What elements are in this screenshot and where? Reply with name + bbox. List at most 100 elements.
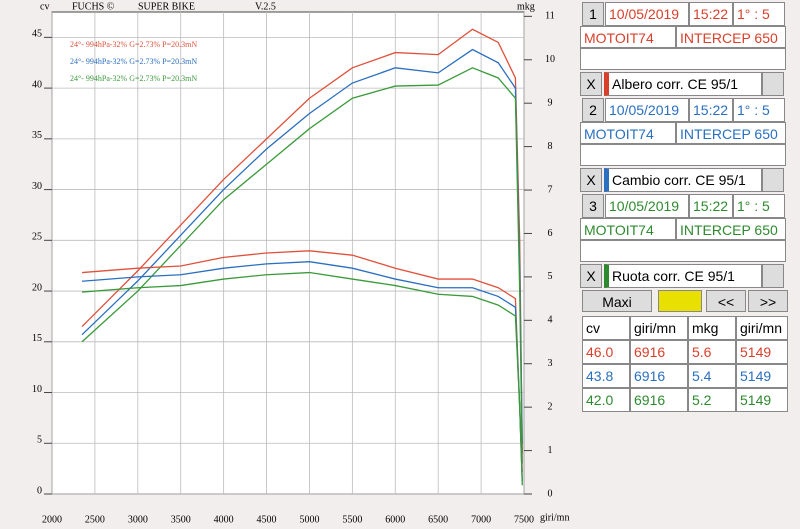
- x-tick-label: 5500: [342, 514, 362, 525]
- y2-tick-label: 5: [548, 271, 553, 282]
- y2-tick-label: 6: [548, 228, 553, 239]
- run-time: 15:22: [689, 194, 733, 218]
- run-bike: INTERCEP 650: [676, 218, 786, 240]
- x-tick-label: 6500: [428, 514, 448, 525]
- table-cell: 5.6: [688, 340, 736, 364]
- correction-select[interactable]: Cambio corr. CE 95/1: [604, 168, 762, 192]
- x-tick-label: 2000: [42, 514, 62, 525]
- close-button[interactable]: X: [580, 168, 602, 192]
- x-tick-label: 5000: [299, 514, 319, 525]
- x-tick-label: 4500: [257, 514, 277, 525]
- y-tick-label: 5: [37, 435, 42, 446]
- y2-tick-label: 10: [545, 54, 555, 65]
- series-line: [81, 28, 523, 454]
- run-ratio: 1° : 5: [733, 194, 785, 218]
- run-blank: [580, 48, 786, 70]
- dropdown-arrow[interactable]: [762, 168, 784, 192]
- x-tick-label: 3000: [128, 514, 148, 525]
- x-tick-label: 6000: [385, 514, 405, 525]
- table-cell: 5149: [736, 388, 788, 412]
- x-tick-label: 4000: [214, 514, 234, 525]
- run-time: 15:22: [689, 2, 733, 26]
- close-button[interactable]: X: [580, 264, 602, 288]
- maxi-button[interactable]: Maxi: [582, 290, 652, 312]
- run-bike: INTERCEP 650: [676, 122, 786, 144]
- header-text: FUCHS ©: [72, 1, 115, 12]
- y2-tick-label: 4: [548, 315, 553, 326]
- run-number[interactable]: 3: [582, 194, 604, 218]
- series-line: [81, 67, 523, 464]
- header-text: SUPER BIKE: [138, 1, 195, 12]
- y-tick-label: 45: [32, 29, 42, 40]
- table-cell: 43.8: [582, 364, 630, 388]
- header-text: cv: [40, 1, 49, 12]
- x-tick-label: 7500: [514, 514, 534, 525]
- x-tick-label: 7000: [471, 514, 491, 525]
- correction-select[interactable]: Ruota corr. CE 95/1: [604, 264, 762, 288]
- run-date: 10/05/2019: [605, 194, 689, 218]
- table-cell: 5.4: [688, 364, 736, 388]
- table-cell: 6916: [630, 388, 688, 412]
- y2-tick-label: 7: [548, 184, 553, 195]
- y2-tick-label: 1: [548, 445, 553, 456]
- y2-tick-label: 3: [548, 358, 553, 369]
- table-cell: 5.2: [688, 388, 736, 412]
- y-tick-label: 35: [32, 130, 42, 141]
- table-cell: 6916: [630, 340, 688, 364]
- table-cell: 6916: [630, 364, 688, 388]
- y-tick-label: 25: [32, 232, 42, 243]
- series-line: [81, 271, 523, 486]
- legend-entry: 24°- 994hPa-32% G=2.73% P=20.3mN: [70, 57, 197, 66]
- legend-entry: 24°- 994hPa-32% G=2.73% P=20.3mN: [70, 40, 197, 49]
- header-text: mkg: [517, 1, 535, 12]
- chart: 2000 2500 3000 3500 4000 4500 5000 5500 6000 6500…: [32, 1, 569, 525]
- table-header: giri/mn: [736, 316, 788, 340]
- run-bike: INTERCEP 650: [676, 26, 786, 48]
- legend-entry: 24°- 994hPa-32% G=2.73% P=20.3mN: [70, 74, 197, 83]
- run-time: 15:22: [689, 98, 733, 122]
- table-cell: 42.0: [582, 388, 630, 412]
- run-name: MOTOIT74: [580, 122, 676, 144]
- table-cell: 5149: [736, 364, 788, 388]
- run-blank: [580, 240, 786, 262]
- dropdown-arrow[interactable]: [762, 72, 784, 96]
- y2-tick-label: 11: [545, 11, 555, 22]
- y-tick-label: 10: [32, 384, 42, 395]
- dropdown-arrow[interactable]: [762, 264, 784, 288]
- run-ratio: 1° : 5: [733, 2, 785, 26]
- y2-tick-label: 2: [548, 401, 553, 412]
- next-button[interactable]: >>: [748, 290, 788, 312]
- run-date: 10/05/2019: [605, 98, 689, 122]
- close-button[interactable]: X: [580, 72, 602, 96]
- x-tick-label: 2500: [85, 514, 105, 525]
- zoom-button[interactable]: [658, 290, 702, 312]
- y2-tick-label: 9: [548, 97, 553, 108]
- y-tick-label: 30: [32, 181, 42, 192]
- table-header: mkg: [688, 316, 736, 340]
- y2-tick-label: 8: [548, 141, 553, 152]
- run-name: MOTOIT74: [580, 218, 676, 240]
- prev-button[interactable]: <<: [706, 290, 746, 312]
- run-name: MOTOIT74: [580, 26, 676, 48]
- x-tick-label: 3500: [171, 514, 191, 525]
- y-tick-label: 0: [37, 485, 42, 496]
- y2-tick-label: 0: [548, 488, 553, 499]
- series-line: [81, 250, 523, 473]
- y-tick-label: 40: [32, 79, 42, 90]
- series-line: [81, 261, 523, 481]
- table-header: giri/mn: [630, 316, 688, 340]
- table-cell: 5149: [736, 340, 788, 364]
- run-number[interactable]: 2: [582, 98, 604, 122]
- series-line: [81, 48, 523, 444]
- table-header: cv: [582, 316, 630, 340]
- y-tick-label: 15: [32, 333, 42, 344]
- x-axis-label: giri/mn: [540, 512, 569, 523]
- run-number[interactable]: 1: [582, 2, 604, 26]
- run-ratio: 1° : 5: [733, 98, 785, 122]
- table-cell: 46.0: [582, 340, 630, 364]
- y-tick-label: 20: [32, 282, 42, 293]
- header-text: V.2.5: [255, 1, 276, 12]
- correction-select[interactable]: Albero corr. CE 95/1: [604, 72, 762, 96]
- plot-frame: [51, 11, 525, 495]
